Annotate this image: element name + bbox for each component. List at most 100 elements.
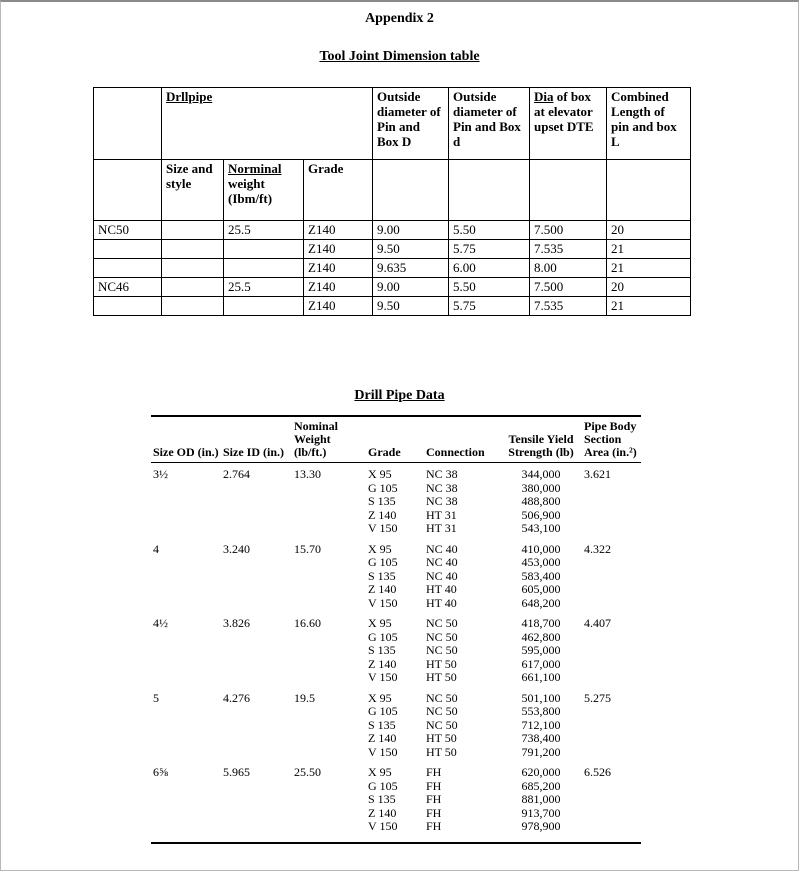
drill-pipe-cell: 5.965 [223,765,250,779]
drill-pipe-cell [582,644,641,658]
tool-joint-cell [161,277,224,297]
drill-pipe-row: G 105 NC 50 462,800 [151,629,641,645]
drill-pipe-cell: 595,000 [521,643,561,657]
drill-pipe-cell: 617,000 [521,656,561,671]
drill-pipe-cell: 462,800 [521,629,561,644]
drill-pipe-cell [292,509,366,523]
col-connection: Connection [424,416,500,463]
drill-pipe-cell: NC 50 [426,717,458,732]
drill-pipe-cell [221,719,292,733]
drill-pipe-cell [582,732,641,746]
drill-pipe-cell [292,570,366,584]
tool-joint-cell: 9.00 [372,277,449,297]
drill-pipe-cell [221,495,292,509]
drill-pipe-row: Z 140 HT 40 605,000 [151,582,641,597]
drill-pipe-row: 3½ 2.764 13.30 X 95 NC 38 344,000 3.621 [151,463,641,482]
drill-pipe-cell: NC 50 [426,616,458,630]
drill-pipe-cell: NC 50 [426,704,458,718]
drill-pipe-cell: X 95 [368,616,392,630]
drill-pipe-cell: V 150 [368,670,398,684]
drill-pipe-table-body: 3½ 2.764 13.30 X 95 NC 38 344,000 3.621 G 105 NC… [151,463,641,843]
drill-pipe-cell [292,793,366,807]
drill-pipe-cell: 881,000 [521,792,561,806]
tool-joint-header-row-2: Size and style Norminal weight (Ibm/ft) … [93,159,691,221]
drill-pipe-cell: HT 50 [426,744,457,759]
drill-pipe-cell: G 105 [368,704,398,718]
drill-pipe-cell: 3½ [153,467,168,481]
drill-pipe-cell [292,807,366,821]
drill-pipe-cell: 4½ [153,616,168,630]
drill-pipe-cell: 3.826 [223,616,250,630]
drill-pipe-cell: NC 38 [426,480,458,495]
tool-joint-cell: Z140 [303,258,373,278]
drill-pipe-cell [582,597,641,611]
drill-pipe-row: G 105 FH 685,200 [151,779,641,794]
drill-pipe-cell [292,556,366,570]
drill-pipe-cell: 5.275 [584,690,611,705]
drill-pipe-cell [582,793,641,807]
drill-pipe-row: S 135 NC 40 583,400 [151,568,641,584]
drill-pipe-cell: HT 31 [426,507,457,522]
drill-pipe-cell: 3.240 [223,541,250,556]
tool-joint-table-title: Tool Joint Dimension table [319,49,480,64]
tool-joint-cell: Z140 [303,220,373,240]
drill-pipe-cell: 506,900 [521,507,561,522]
empty-cell [529,159,607,221]
drill-pipe-cell [582,746,641,760]
drill-pipe-cell [221,820,292,843]
empty-cell [606,159,691,221]
grade-header-cell: Grade [303,159,373,221]
drill-pipe-cell [582,495,641,509]
tool-joint-cell [161,296,224,316]
drill-pipe-cell: HT 50 [426,656,457,671]
drill-pipe-cell [221,705,292,719]
tool-joint-cell: 5.50 [448,277,530,297]
tool-joint-cell: Z140 [303,296,373,316]
drill-pipe-cell [582,556,641,570]
drill-pipe-row: Z 140 FH 913,700 [151,806,641,821]
drill-pipe-cell: 648,200 [521,595,561,610]
drill-pipe-cell: 418,700 [521,616,561,630]
drill-pipe-cell: FH [426,765,442,779]
drill-pipe-cell [582,583,641,597]
tool-joint-cell [161,220,224,240]
drill-pipe-cell [582,631,641,645]
drill-pipe-cell [582,719,641,733]
drill-pipe-cell: NC 40 [426,568,458,583]
appendix-title: Appendix 2 [365,11,434,26]
drill-pipe-cell: V 150 [368,744,398,759]
drill-pipe-cell: 553,800 [521,704,561,718]
drill-pipe-cell: FH [426,819,442,833]
drill-pipe-cell [151,705,221,719]
drill-pipe-cell: 6⅝ [153,765,168,779]
tool-joint-cell: 21 [606,239,691,259]
drill-pipe-cell: Z 140 [368,731,397,745]
drill-pipe-cell [292,658,366,672]
drill-pipe-row: V 150 HT 40 648,200 [151,595,641,611]
drill-pipe-cell: X 95 [368,765,392,779]
drill-pipe-cell: X 95 [368,541,392,556]
tool-joint-cell: 5.50 [448,220,530,240]
drill-pipe-cell [151,793,221,807]
drill-pipe-cell: NC 38 [426,494,458,508]
tool-joint-cell: 25.5 [223,220,304,240]
drill-pipe-row: G 105 NC 38 380,000 [151,480,641,496]
drill-pipe-cell [151,482,221,496]
drill-pipe-cell: 4.322 [584,541,611,556]
drill-pipe-cell [221,597,292,611]
tool-joint-cell: 25.5 [223,277,304,297]
col-tensile-yield-strength: Tensile Yield Strength (lb) [500,416,582,463]
drill-pipe-cell: 16.60 [294,616,321,630]
drill-pipe-cell [151,780,221,794]
drill-pipe-cell: 661,100 [521,670,561,684]
drill-pipe-cell: 583,400 [521,568,561,583]
tool-joint-cell [93,239,162,259]
drill-pipe-cell: NC 50 [426,690,458,705]
tool-joint-cell [161,258,224,278]
drill-pipe-row: Z 140 HT 50 617,000 [151,656,641,672]
drill-pipe-cell [582,658,641,672]
norminal-word: Norminal [228,161,282,176]
drill-pipe-cell: NC 40 [426,555,458,569]
drill-pipe-row: Z 140 HT 50 738,400 [151,731,641,746]
